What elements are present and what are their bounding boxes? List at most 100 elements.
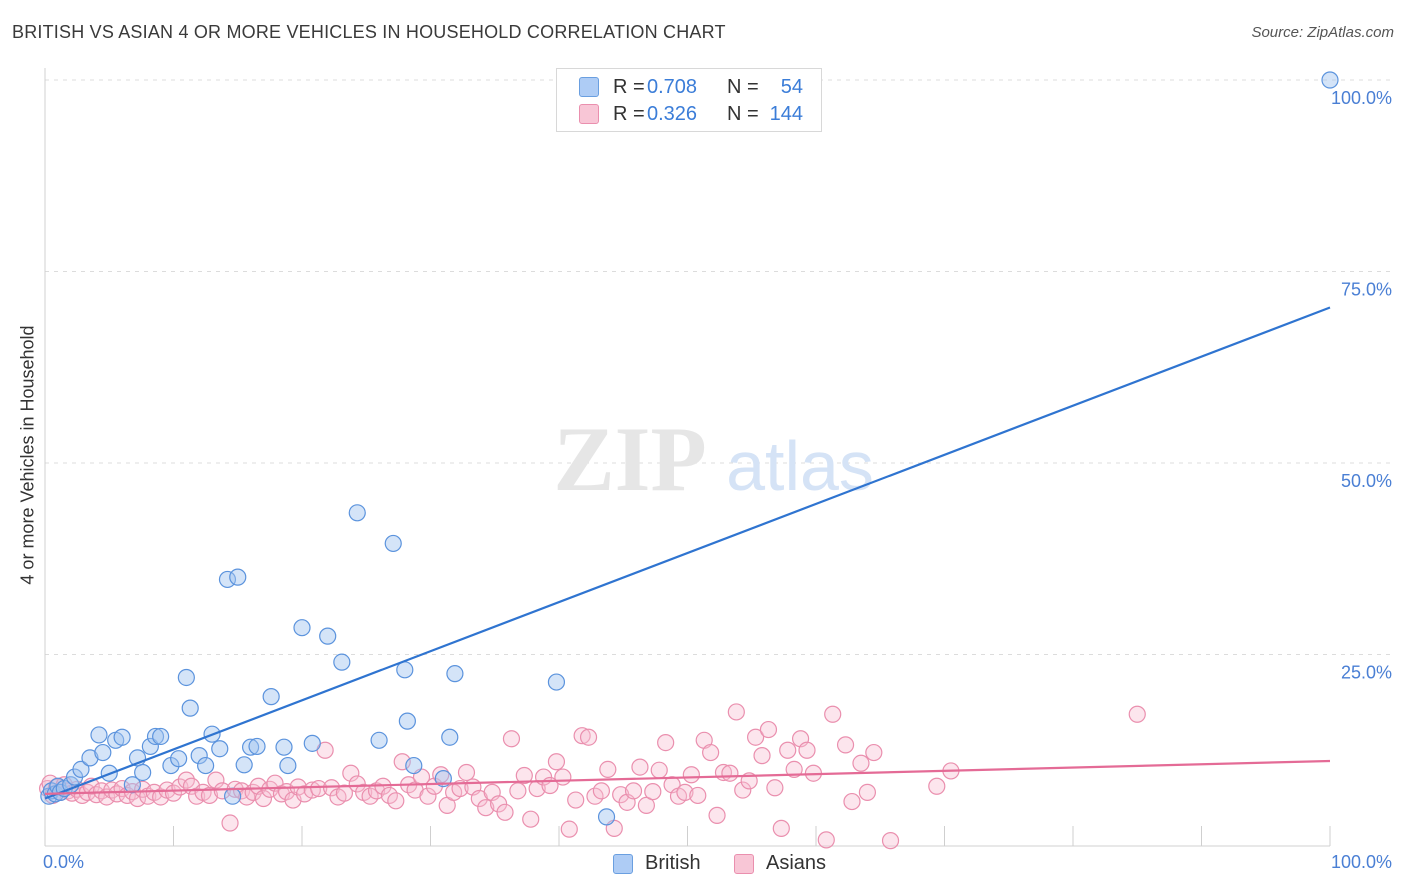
- point-asians-135: [881, 832, 900, 850]
- point-british-20: [152, 727, 170, 746]
- point-british-31: [229, 568, 247, 586]
- point-asians-129: [824, 705, 842, 723]
- point-british-46: [398, 712, 416, 730]
- point-british-38: [293, 619, 311, 637]
- point-british-32: [235, 756, 253, 774]
- point-asians-88: [554, 768, 572, 786]
- watermark-zip: ZIP: [553, 408, 706, 510]
- point-british-52: [597, 808, 616, 826]
- point-british-25: [190, 747, 208, 765]
- point-british-40: [319, 627, 337, 645]
- y-tick-label-3: 100.0%: [1331, 88, 1392, 108]
- grid-lines: [45, 79, 1392, 655]
- point-asians-119: [753, 747, 771, 765]
- point-asians-115: [727, 703, 745, 721]
- point-asians-89: [560, 820, 578, 838]
- point-asians-26: [164, 784, 183, 802]
- y-axis-label: 4 or more Vehicles in Household: [17, 325, 38, 585]
- legend-n-value: 144: [769, 102, 803, 125]
- point-asians-83: [522, 810, 540, 828]
- point-asians-50: [310, 779, 328, 798]
- point-asians-91: [573, 727, 591, 745]
- source-credit: Source: ZipAtlas.com: [1251, 24, 1394, 41]
- legend-row-asians: R = 0.326 N = 144: [579, 102, 803, 126]
- trend-line-british: [44, 306, 1331, 800]
- point-asians-33: [207, 771, 225, 789]
- legend-n-value: 54: [780, 75, 803, 98]
- point-british-19: [146, 727, 165, 746]
- point-asians-72: [451, 779, 469, 798]
- point-british-39: [303, 734, 321, 752]
- legend-r-value: 0.326: [647, 102, 698, 125]
- x-tick-label-0: 0.0%: [43, 852, 84, 872]
- point-asians-109: [689, 786, 707, 805]
- legend-item-british[interactable]: British: [613, 852, 701, 875]
- point-british-29: [218, 570, 237, 589]
- point-british-53: [1321, 71, 1339, 89]
- point-asians-87: [547, 753, 566, 771]
- legend-row-british: R = 0.708 N = 54: [579, 75, 803, 99]
- point-asians-100: [631, 758, 649, 776]
- point-asians-114: [721, 764, 739, 782]
- legend-item-asians[interactable]: Asians: [734, 852, 826, 875]
- point-british-36: [275, 738, 293, 756]
- point-asians-118: [747, 728, 765, 746]
- legend-swatch-asians: [734, 853, 754, 874]
- point-british-41: [333, 653, 351, 671]
- point-british-49: [441, 728, 459, 746]
- point-british-47: [405, 756, 423, 775]
- point-asians-134: [865, 743, 883, 762]
- point-asians-35: [221, 814, 239, 832]
- axes: [44, 68, 1331, 847]
- point-asians-41: [254, 789, 273, 808]
- point-british-22: [170, 750, 188, 768]
- legend-label-asians: Asians: [766, 852, 827, 874]
- point-asians-132: [852, 754, 870, 772]
- point-asians-76: [477, 799, 495, 817]
- point-asians-128: [817, 831, 835, 849]
- series-asians: [38, 703, 1146, 850]
- point-asians-92: [579, 728, 598, 746]
- point-british-42: [348, 504, 366, 522]
- point-british-26: [197, 756, 215, 775]
- series-legend: British Asians: [0, 852, 1406, 878]
- point-british-50: [446, 665, 464, 683]
- point-asians-24: [152, 788, 170, 806]
- tick-labels: 25.0% 50.0% 75.0% 100.0% 0.0% 100.0%: [43, 88, 1392, 872]
- point-british-11: [94, 743, 112, 762]
- point-asians-94: [592, 782, 611, 800]
- point-british-24: [181, 699, 199, 717]
- point-asians-67: [419, 787, 437, 805]
- point-asians-103: [650, 761, 668, 779]
- point-asians-112: [708, 806, 726, 824]
- legend-swatch-british: [579, 77, 599, 97]
- point-british-33: [242, 738, 260, 756]
- chart-title: BRITISH VS ASIAN 4 OR MORE VEHICLES IN H…: [12, 22, 726, 42]
- y-tick-label-0: 25.0%: [1341, 663, 1392, 683]
- point-british-18: [141, 737, 159, 756]
- point-asians-130: [836, 736, 855, 754]
- point-british-10: [90, 726, 108, 744]
- trend-line-asians: [44, 759, 1331, 796]
- point-british-37: [279, 756, 297, 775]
- point-asians-62: [387, 792, 405, 810]
- point-asians-32: [200, 786, 219, 805]
- point-asians-116: [734, 781, 752, 799]
- point-asians-124: [785, 760, 803, 779]
- legend-r-label: R =: [613, 75, 645, 98]
- point-asians-95: [599, 760, 617, 779]
- point-british-9: [81, 749, 99, 767]
- point-asians-73: [457, 763, 476, 782]
- point-asians-9: [73, 786, 91, 805]
- legend-n-label: N =: [727, 102, 759, 125]
- legend-r-value: 0.708: [647, 75, 698, 98]
- point-asians-123: [779, 741, 797, 759]
- point-asians-90: [567, 791, 585, 809]
- trend-lines: [44, 306, 1331, 800]
- point-asians-107: [676, 783, 694, 801]
- legend-label-british: British: [645, 852, 701, 874]
- stats-legend: R = 0.708 N = 54 R = 0.326 N = 144: [556, 68, 822, 132]
- point-asians-108: [682, 766, 700, 784]
- point-british-34: [248, 737, 266, 756]
